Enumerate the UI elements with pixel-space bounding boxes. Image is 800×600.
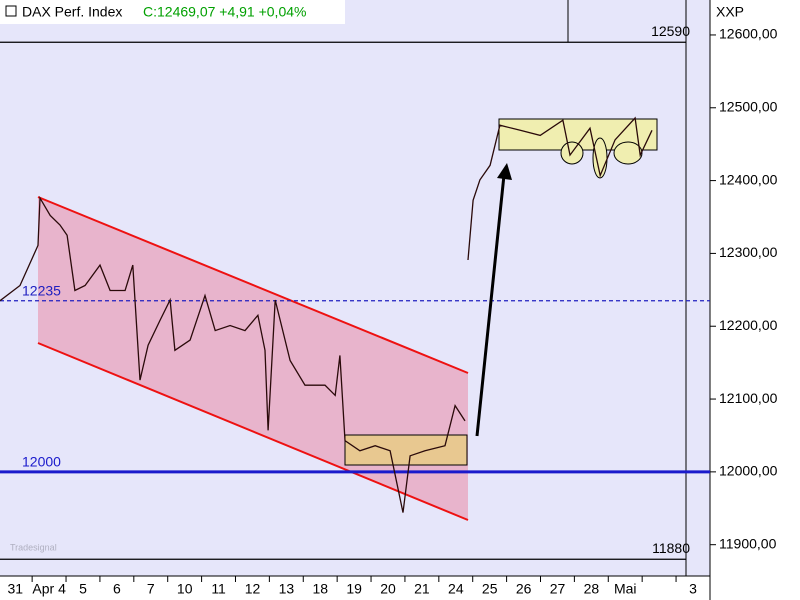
- pattern-ellipse: [613, 141, 643, 165]
- x-tick-label: 31: [7, 581, 23, 597]
- x-tick-label: 26: [516, 581, 532, 597]
- x-tick-label: 27: [550, 581, 566, 597]
- x-axis-band: [0, 576, 710, 600]
- x-tick-label: 5: [79, 581, 87, 597]
- x-tick-label: 20: [380, 581, 396, 597]
- x-tick-label: 21: [414, 581, 430, 597]
- level-lines: 12590 12235 12000 11880: [0, 23, 710, 560]
- y-tick-label: 12600,00: [719, 26, 778, 42]
- x-tick-label: 6: [113, 581, 121, 597]
- x-tick-label: Apr 4: [32, 581, 66, 597]
- x-tick-label: 3: [689, 581, 697, 597]
- price: [0, 116, 653, 513]
- level-label: 12590: [651, 23, 690, 39]
- y-tick-label: 12200,00: [719, 317, 778, 333]
- icon: [5, 5, 17, 17]
- x-tick-label: 28: [584, 581, 600, 597]
- chart-subtitle: C:12469,07 +4,91 +0,04%: [143, 4, 306, 20]
- y-tick-label: 12000,00: [719, 463, 778, 479]
- axis-label: XXP: [716, 4, 744, 20]
- price-line: [0, 195, 466, 513]
- x-tick-label: Mai: [614, 581, 637, 597]
- y-tick-label: 12100,00: [719, 390, 778, 406]
- y-tick-label: 12400,00: [719, 171, 778, 187]
- x-tick-label: 11: [211, 581, 226, 597]
- y-tick-label: 12300,00: [719, 244, 778, 260]
- x-tick-label: 24: [448, 581, 464, 597]
- arrow-head: [497, 163, 512, 180]
- x-tick-label: 10: [177, 581, 193, 597]
- x-tick-label: 19: [346, 581, 362, 597]
- level-label: 11880: [652, 540, 690, 556]
- title-box: [0, 0, 345, 24]
- x-tick-label: 12: [245, 581, 261, 597]
- chart-title: DAX Perf. Index: [22, 4, 122, 20]
- x-tick-label: 18: [312, 581, 328, 597]
- x-tick-label: 7: [147, 581, 155, 597]
- arrow: [475, 174, 506, 437]
- level-label: 12235: [22, 282, 61, 298]
- price-line: [467, 116, 653, 261]
- level-label: 12000: [22, 454, 61, 470]
- channel-lower: [37, 342, 469, 521]
- channel-upper: [37, 196, 469, 374]
- x-tick-label: 25: [482, 581, 498, 597]
- y-tick-label: 11900,00: [719, 535, 777, 551]
- y-tick-label: 12500,00: [719, 98, 778, 114]
- x-tick-label: 13: [279, 581, 295, 597]
- watermark: Tradesignal: [10, 542, 57, 552]
